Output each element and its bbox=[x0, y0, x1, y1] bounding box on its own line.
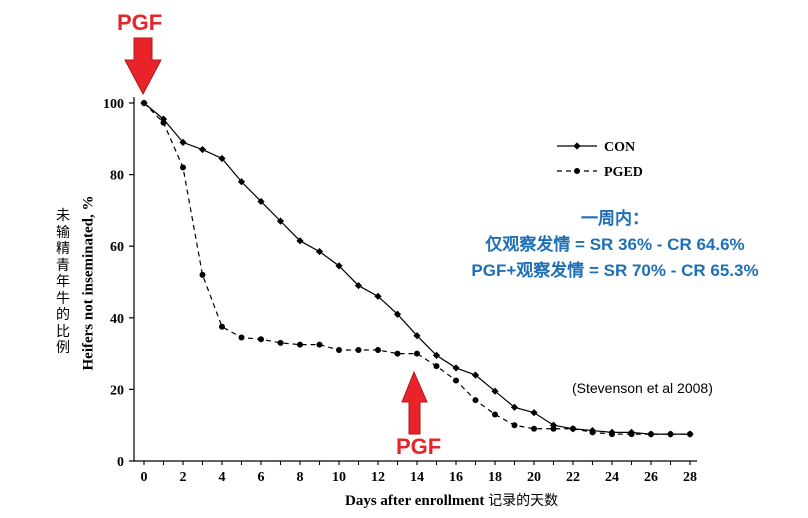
citation: (Stevenson et al 2008) bbox=[572, 380, 713, 396]
x-tick-label: 2 bbox=[180, 470, 187, 485]
info-line-3: PGF+观察发情 = SR 70% - CR 65.3% bbox=[471, 261, 759, 280]
data-point-con bbox=[179, 138, 187, 146]
data-point-pged bbox=[433, 363, 440, 370]
x-tick-label: 28 bbox=[683, 470, 697, 485]
data-point-con bbox=[510, 403, 519, 411]
pgf-arrow-down bbox=[124, 37, 162, 96]
data-point-pged bbox=[336, 347, 342, 354]
data-point-con bbox=[413, 332, 421, 340]
x-tick-label: 24 bbox=[605, 470, 619, 485]
data-point-pged bbox=[141, 100, 147, 106]
data-point-con bbox=[296, 237, 304, 245]
data-point-pged bbox=[219, 323, 225, 330]
data-point-con bbox=[218, 154, 226, 163]
data-point-con bbox=[159, 115, 168, 123]
data-point-pged bbox=[277, 339, 284, 346]
data-point-pged bbox=[394, 350, 401, 357]
data-point-pged bbox=[355, 347, 362, 354]
x-tick-label: 22 bbox=[566, 470, 580, 485]
data-point-con bbox=[530, 409, 538, 417]
y-tick-label: 80 bbox=[110, 169, 124, 184]
data-point-con bbox=[393, 310, 402, 318]
y-tick-label: 60 bbox=[110, 240, 124, 255]
series-line-pged bbox=[143, 102, 690, 435]
data-point-pged bbox=[492, 411, 498, 418]
data-point-pged bbox=[550, 425, 557, 432]
y-tick-label: 0 bbox=[117, 455, 124, 470]
data-point-pged bbox=[375, 347, 381, 354]
x-tick-label: 0 bbox=[141, 470, 148, 485]
legend-label-con: CON bbox=[604, 140, 635, 155]
data-point-pged bbox=[472, 397, 479, 404]
info-line-2: 仅观察发情 = SR 36% - CR 64.6% bbox=[485, 235, 745, 254]
data-point-con bbox=[432, 351, 441, 359]
data-point-pged bbox=[160, 119, 167, 126]
data-point-pged bbox=[316, 341, 323, 348]
pgf-label-top: PGF bbox=[117, 10, 163, 35]
x-tick-label: 6 bbox=[258, 470, 265, 485]
legend-label-pged: PGED bbox=[604, 165, 643, 180]
info-box: 一周内： 仅观察发情 = SR 36% - CR 64.6% PGF+观察发情 … bbox=[420, 206, 808, 284]
data-point-con bbox=[276, 217, 285, 225]
data-point-pged bbox=[414, 350, 420, 357]
y-axis-label: Heifers not inseminated, % bbox=[80, 195, 97, 371]
data-point-pged bbox=[180, 164, 186, 171]
data-point-pged bbox=[238, 334, 245, 341]
info-line-1: 一周内： bbox=[581, 209, 649, 228]
y-tick-label: 40 bbox=[110, 312, 124, 327]
pgf-label-bottom: PGF bbox=[396, 434, 442, 459]
data-point-con bbox=[257, 197, 265, 206]
data-point-con bbox=[335, 262, 343, 270]
x-axis-label-chinese: 记录的天数 bbox=[488, 493, 559, 509]
data-point-pged bbox=[609, 431, 615, 438]
data-point-pged bbox=[258, 336, 264, 343]
data-point-pged bbox=[199, 271, 206, 278]
data-point-con bbox=[237, 178, 246, 186]
data-point-con bbox=[471, 371, 480, 379]
legend-marker-pged bbox=[574, 168, 580, 174]
x-tick-label: 20 bbox=[527, 470, 541, 485]
data-point-pged bbox=[648, 431, 654, 438]
data-point-pged bbox=[511, 422, 518, 429]
pgf-arrow-up bbox=[401, 370, 428, 435]
data-point-pged bbox=[297, 341, 303, 348]
data-point-pged bbox=[667, 431, 674, 438]
data-point-con bbox=[315, 247, 324, 256]
data-point-con bbox=[198, 145, 207, 154]
x-tick-label: 16 bbox=[449, 470, 463, 485]
data-point-con bbox=[452, 364, 460, 372]
x-tick-label: 18 bbox=[488, 470, 502, 485]
data-point-con bbox=[354, 281, 363, 290]
data-point-pged bbox=[628, 431, 635, 438]
data-point-con bbox=[374, 292, 382, 300]
x-axis-label-english: Days after enrollment bbox=[345, 493, 485, 509]
y-tick-label: 100 bbox=[103, 97, 124, 112]
y-tick-label: 20 bbox=[110, 383, 124, 398]
x-tick-label: 12 bbox=[371, 470, 385, 485]
data-point-pged bbox=[570, 425, 576, 432]
x-axis-label: Days after enrollment 记录的天数 bbox=[345, 490, 558, 510]
x-tick-label: 14 bbox=[410, 470, 424, 485]
legend-marker-con bbox=[573, 142, 581, 150]
data-point-pged bbox=[589, 429, 596, 436]
x-tick-label: 4 bbox=[219, 470, 226, 485]
x-tick-label: 26 bbox=[644, 470, 658, 485]
data-point-pged bbox=[453, 377, 459, 384]
y-axis-label-chinese: 未输精青年牛的比例 bbox=[56, 208, 70, 356]
data-point-con bbox=[491, 387, 499, 395]
data-point-pged bbox=[531, 425, 537, 432]
x-tick-label: 8 bbox=[297, 470, 304, 485]
x-tick-label: 10 bbox=[332, 470, 346, 485]
data-point-pged bbox=[687, 431, 693, 438]
